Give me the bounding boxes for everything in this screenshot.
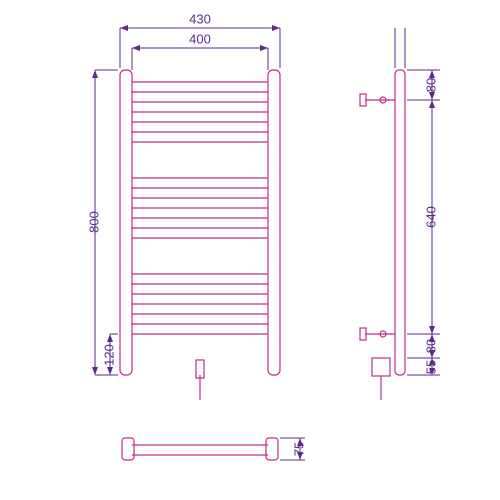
label-430: 430 <box>189 11 211 26</box>
dim-400: 400 <box>132 31 268 70</box>
technical-drawing: 430 400 800 120 <box>0 0 500 500</box>
dim-120: 120 <box>101 334 118 375</box>
dim-75: 75 <box>280 438 306 460</box>
front-view: 430 400 800 120 <box>86 11 280 400</box>
dim-80-bot: 80 <box>423 334 438 358</box>
rails <box>132 82 268 334</box>
label-640: 640 <box>423 206 438 228</box>
bracket-bottom <box>360 328 395 340</box>
label-75: 75 <box>291 442 306 456</box>
label-80a: 80 <box>423 78 438 92</box>
bottom-view: 75 <box>122 438 306 460</box>
label-55: 55 <box>423 360 438 374</box>
side-view: 80 640 80 55 <box>360 28 440 400</box>
label-800: 800 <box>86 211 101 233</box>
dim-800: 800 <box>86 70 118 375</box>
label-80b: 80 <box>423 339 438 353</box>
dim-55: 55 <box>423 358 438 375</box>
label-120: 120 <box>101 344 116 366</box>
bracket-top <box>360 94 395 106</box>
dim-640: 640 <box>423 100 438 334</box>
label-400: 400 <box>189 31 211 46</box>
dim-80-top: 80 <box>423 70 438 100</box>
